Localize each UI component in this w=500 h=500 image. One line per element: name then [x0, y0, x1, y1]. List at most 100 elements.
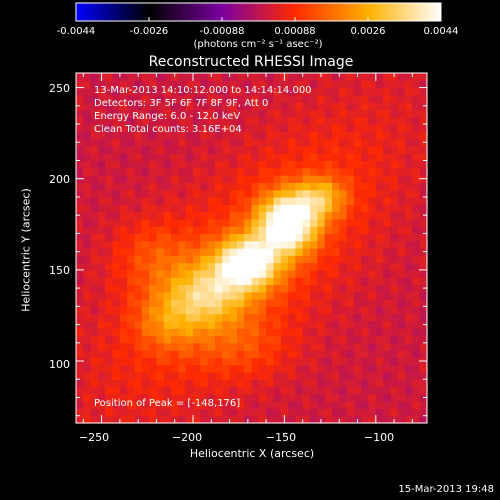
heatmap-cell [141, 218, 150, 227]
heatmap-cell [112, 335, 121, 344]
heatmap-cell [419, 218, 428, 227]
heatmap-cell [112, 342, 121, 351]
heatmap-cell [236, 204, 245, 213]
heatmap-cell [163, 73, 172, 81]
heatmap-cell [368, 284, 377, 293]
heatmap-cell [178, 401, 187, 410]
heatmap-cell [229, 102, 238, 111]
heatmap-cell [156, 182, 165, 191]
heatmap-cell [375, 371, 384, 380]
heatmap-cell [185, 342, 194, 351]
heatmap-cell [266, 350, 275, 358]
heatmap-cell [178, 408, 187, 417]
heatmap-cell [266, 116, 275, 125]
heatmap-cell [112, 94, 121, 103]
heatmap-cell [178, 299, 187, 307]
heatmap-cell [288, 364, 296, 373]
heatmap-cell [222, 313, 231, 322]
heatmap-cell [185, 393, 194, 402]
heatmap-cell [200, 393, 209, 402]
heatmap-cell [149, 175, 158, 183]
heatmap-cell [156, 153, 165, 162]
heatmap-cell [324, 102, 333, 111]
heatmap-cell [112, 393, 121, 402]
heatmap-cell [83, 73, 92, 81]
heatmap-cell [375, 189, 384, 198]
heatmap-cell [171, 277, 179, 286]
heatmap-cell [280, 80, 289, 89]
heatmap-cell [310, 255, 318, 264]
heatmap-cell [112, 109, 121, 118]
heatmap-cell [339, 262, 348, 271]
heatmap-cell [156, 160, 165, 169]
heatmap-cell [251, 138, 260, 147]
heatmap-cell [339, 299, 348, 307]
heatmap-cell [251, 248, 260, 256]
heatmap-cell [346, 138, 355, 147]
heatmap-cell [171, 87, 179, 96]
heatmap-cell [127, 80, 136, 89]
heatmap-cell [397, 211, 406, 220]
heatmap-cell [185, 364, 194, 373]
heatmap-cell [419, 299, 428, 307]
heatmap-cell [361, 218, 370, 227]
heatmap-cell [317, 131, 326, 140]
heatmap-cell [163, 175, 172, 183]
heatmap-cell [156, 102, 165, 111]
heatmap-cell [412, 240, 421, 249]
heatmap-cell [324, 116, 333, 125]
heatmap-cell [214, 102, 223, 111]
heatmap-cell [361, 386, 370, 395]
heatmap-cell [119, 262, 128, 271]
heatmap-cell [302, 124, 311, 132]
heatmap-cell [361, 269, 370, 278]
heatmap-cell [419, 124, 428, 132]
heatmap-cell [127, 94, 136, 103]
heatmap-cell [390, 379, 399, 388]
heatmap-cell [207, 350, 216, 358]
heatmap-cell [97, 379, 106, 388]
heatmap-cell [361, 291, 370, 300]
heatmap-cell [266, 313, 275, 322]
heatmap-cell [310, 167, 318, 176]
heatmap-cell [200, 167, 209, 176]
heatmap-cell [405, 196, 413, 205]
heatmap-cell [97, 116, 106, 125]
heatmap-cell [310, 320, 318, 329]
heatmap-cell [383, 73, 392, 81]
heatmap-cell [171, 102, 179, 111]
heatmap-cell [149, 335, 158, 344]
heatmap-cell [258, 182, 267, 191]
heatmap-cell [324, 175, 333, 183]
heatmap-cell [310, 364, 318, 373]
heatmap-cell [346, 386, 355, 395]
plot-frame [75, 72, 428, 424]
heatmap-cell [229, 211, 238, 220]
heatmap-cell [353, 160, 362, 169]
heatmap-cell [178, 269, 187, 278]
heatmap-cell [273, 342, 282, 351]
heatmap-cell [339, 284, 348, 293]
heatmap-cell [149, 218, 158, 227]
heatmap-cell [105, 109, 114, 118]
heatmap-cell [105, 357, 114, 366]
heatmap-cell [149, 102, 158, 111]
heatmap-cell [193, 415, 201, 424]
heatmap-cell [339, 233, 348, 242]
heatmap-cell [244, 313, 253, 322]
heatmap-cell [397, 262, 406, 271]
heatmap-cell [222, 240, 231, 249]
heatmap-cell [178, 80, 187, 89]
heatmap-cell [105, 196, 114, 205]
heatmap-cell [236, 80, 245, 89]
heatmap-cell [207, 189, 216, 198]
heatmap-cell [185, 80, 194, 89]
heatmap-cell [163, 153, 172, 162]
heatmap-cell [353, 379, 362, 388]
heatmap-cell [258, 80, 267, 89]
heatmap-cell [119, 393, 128, 402]
heatmap-cell [90, 109, 99, 118]
heatmap-cell [76, 415, 84, 424]
heatmap-cell [280, 145, 289, 154]
heatmap-cell [149, 94, 158, 103]
